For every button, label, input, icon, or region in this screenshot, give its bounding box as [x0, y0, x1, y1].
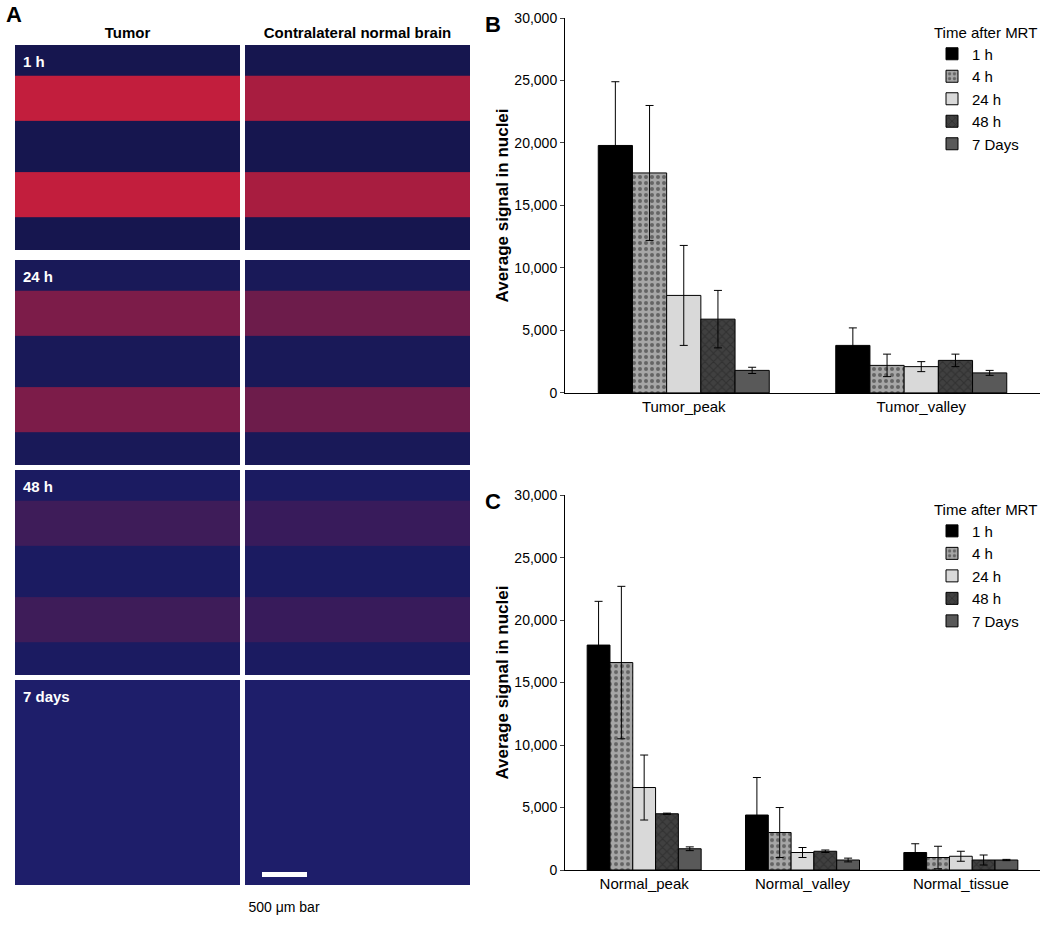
- svg-text:7 days: 7 days: [23, 688, 70, 705]
- svg-text:24 h: 24 h: [972, 568, 1001, 585]
- svg-text:48 h: 48 h: [972, 590, 1001, 607]
- svg-text:1 h: 1 h: [972, 523, 993, 540]
- svg-text:48 h: 48 h: [23, 478, 53, 495]
- svg-text:Average signal in nuclei: Average signal in nuclei: [493, 586, 512, 780]
- svg-text:Tumor_valley: Tumor_valley: [877, 398, 967, 415]
- svg-text:B: B: [485, 12, 501, 37]
- svg-text:24 h: 24 h: [972, 91, 1001, 108]
- svg-text:C: C: [485, 489, 501, 514]
- svg-text:Contralateral normal brain: Contralateral normal brain: [264, 24, 452, 41]
- svg-text:Normal_peak: Normal_peak: [600, 875, 690, 892]
- svg-text:Time after MRT: Time after MRT: [934, 501, 1037, 518]
- svg-text:30,000: 30,000: [514, 10, 557, 26]
- svg-text:Normal_valley: Normal_valley: [755, 875, 851, 892]
- svg-text:24 h: 24 h: [23, 268, 53, 285]
- svg-text:5,000: 5,000: [522, 799, 557, 815]
- svg-text:5,000: 5,000: [522, 322, 557, 338]
- svg-text:25,000: 25,000: [514, 550, 557, 566]
- svg-text:7 Days: 7 Days: [972, 136, 1019, 153]
- svg-text:0: 0: [549, 862, 557, 878]
- svg-text:500 μm bar: 500 μm bar: [248, 899, 319, 915]
- svg-text:48 h: 48 h: [972, 113, 1001, 130]
- svg-text:4 h: 4 h: [972, 68, 993, 85]
- svg-text:0: 0: [549, 385, 557, 401]
- svg-text:Time after MRT: Time after MRT: [934, 24, 1037, 41]
- svg-text:1 h: 1 h: [23, 53, 45, 70]
- svg-text:10,000: 10,000: [514, 737, 557, 753]
- svg-text:Normal_tissue: Normal_tissue: [913, 875, 1009, 892]
- svg-text:Tumor: Tumor: [105, 24, 151, 41]
- svg-text:A: A: [6, 2, 22, 27]
- svg-text:20,000: 20,000: [514, 612, 557, 628]
- svg-text:7 Days: 7 Days: [972, 613, 1019, 630]
- svg-text:Average signal in nuclei: Average signal in nuclei: [493, 108, 512, 302]
- svg-text:20,000: 20,000: [514, 135, 557, 151]
- svg-text:4 h: 4 h: [972, 545, 993, 562]
- svg-text:15,000: 15,000: [514, 197, 557, 213]
- svg-text:25,000: 25,000: [514, 72, 557, 88]
- svg-text:10,000: 10,000: [514, 260, 557, 276]
- svg-text:Tumor_peak: Tumor_peak: [642, 398, 726, 415]
- svg-text:1 h: 1 h: [972, 46, 993, 63]
- svg-text:15,000: 15,000: [514, 674, 557, 690]
- svg-text:30,000: 30,000: [514, 487, 557, 503]
